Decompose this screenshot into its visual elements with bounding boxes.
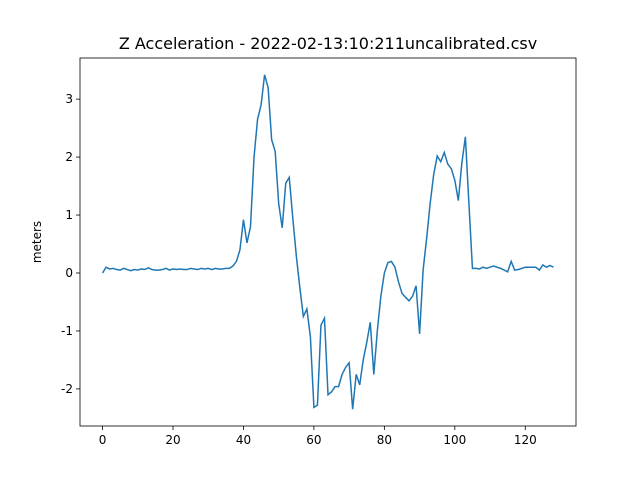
y-tick-label: 1 [65,208,73,222]
x-tick-label: 0 [99,433,107,447]
x-tick-label: 40 [236,433,251,447]
plot-frame [79,57,577,427]
y-tick-label: 3 [65,92,73,106]
y-tick-label: -2 [61,382,73,396]
x-tick-label: 100 [443,433,466,447]
chart-title: Z Acceleration - 2022-02-13:10:211uncali… [119,34,537,53]
x-tick-label: 120 [514,433,537,447]
x-tick-label: 60 [306,433,321,447]
y-tick-label: 0 [65,266,73,280]
y-axis-label: meters [30,221,44,263]
x-tick-label: 80 [377,433,392,447]
y-tick-label: 2 [65,150,73,164]
y-tick-label: -1 [61,324,73,338]
x-tick-label: 20 [165,433,180,447]
data-line [101,74,554,410]
